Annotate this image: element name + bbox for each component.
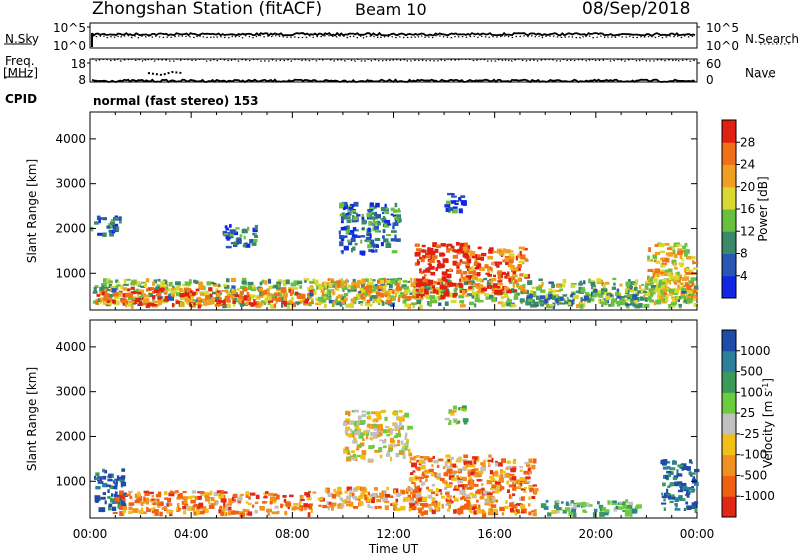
velocity-colorbar-cell bbox=[722, 392, 736, 414]
frequency-right-tick-bottom: 0 bbox=[706, 73, 714, 87]
velocity-panel-ytick-label: 2000 bbox=[55, 429, 86, 443]
velocity-panel-frame bbox=[89, 319, 698, 519]
velocity-colorbar-tick: -100 bbox=[740, 448, 767, 462]
velocity-panel-echo-field bbox=[94, 405, 700, 518]
power-colorbar-cell bbox=[722, 186, 736, 210]
noise-right-tick-bottom: 10^0 bbox=[706, 39, 739, 53]
power-colorbar-tick: 20 bbox=[740, 180, 755, 194]
power-colorbar-tick: 4 bbox=[740, 269, 748, 283]
power-colorbar-cell bbox=[722, 120, 736, 143]
power-colorbar-tick: 16 bbox=[740, 202, 755, 216]
time-tick-label: 20:00 bbox=[579, 527, 614, 541]
power-colorbar-tick: 28 bbox=[740, 135, 755, 149]
velocity-colorbar-label: Velocity [m s-1] bbox=[761, 378, 776, 468]
frequency-series-nave bbox=[92, 58, 695, 63]
noise-left-tick-top: 10^5 bbox=[53, 21, 86, 35]
station-title: Zhongshan Station (fitACF) bbox=[92, 0, 323, 19]
velocity-colorbar-tick: -25 bbox=[740, 427, 760, 441]
power-colorbar-cell bbox=[722, 253, 736, 277]
velocity-colorbar-cell bbox=[722, 475, 736, 497]
velocity-panel-ytick-label: 4000 bbox=[55, 340, 86, 354]
nsky-label: N.Sky bbox=[5, 32, 40, 46]
mode-label: normal (fast stereo) 153 bbox=[93, 94, 259, 108]
time-tick-label: 08:00 bbox=[275, 527, 310, 541]
power-colorbar-tick: 8 bbox=[740, 247, 748, 261]
velocity-colorbar-tick: -1000 bbox=[740, 489, 775, 503]
velocity-colorbar-cell bbox=[722, 371, 736, 393]
frequency-frame bbox=[89, 58, 698, 83]
velocity-panel-ytick-label: 1000 bbox=[55, 474, 86, 488]
power-panel-ytick-label: 3000 bbox=[55, 177, 86, 191]
noise-frame bbox=[89, 22, 698, 49]
velocity-colorbar-cell bbox=[722, 350, 736, 373]
power-colorbar-cell bbox=[722, 142, 736, 165]
power-colorbar-cell bbox=[722, 209, 736, 232]
time-tick-label: 00:00 bbox=[73, 527, 108, 541]
frequency-series-freq bbox=[91, 78, 696, 84]
time-axis-label: Time UT bbox=[368, 542, 419, 554]
velocity-panel-ytick-label: 3000 bbox=[55, 385, 86, 399]
power-colorbar-cell bbox=[722, 164, 736, 188]
time-tick-label: 04:00 bbox=[174, 527, 209, 541]
power-colorbar-label: Power [dB] bbox=[756, 176, 770, 241]
time-tick-label: 00:00 bbox=[680, 527, 715, 541]
nsearch-label: N.Search bbox=[745, 32, 800, 46]
noise-series-nsky bbox=[91, 31, 696, 37]
power-colorbar-cell bbox=[722, 231, 736, 254]
velocity-colorbar-tick: 25 bbox=[740, 406, 755, 420]
beam-label: Beam 10 bbox=[355, 0, 427, 19]
power-colorbar-cell bbox=[722, 275, 736, 299]
power-colorbar-tick: 24 bbox=[740, 158, 755, 172]
velocity-colorbar-cell bbox=[722, 330, 736, 352]
power-panel-echo-field bbox=[90, 192, 699, 310]
time-tick-label: 12:00 bbox=[376, 527, 411, 541]
velocity-colorbar-cell bbox=[722, 413, 736, 435]
time-tick-label: 16:00 bbox=[477, 527, 512, 541]
power-panel-ylabel: Slant Range [km] bbox=[25, 159, 39, 263]
date-label: 08/Sep/2018 bbox=[582, 0, 691, 19]
freq-label: Freq. bbox=[5, 54, 35, 68]
velocity-colorbar-frame bbox=[721, 329, 737, 518]
velocity-colorbar-tick: 100 bbox=[740, 385, 763, 399]
cpid-label: CPID bbox=[5, 92, 38, 106]
power-panel-ytick-label: 4000 bbox=[55, 132, 86, 146]
frequency-right-tick-top: 60 bbox=[706, 57, 721, 71]
velocity-colorbar-tick: 500 bbox=[740, 365, 763, 379]
power-colorbar-tick: 12 bbox=[740, 224, 755, 238]
velocity-colorbar-tick: 1000 bbox=[740, 344, 771, 358]
velocity-panel-ylabel: Slant Range [km] bbox=[25, 367, 39, 471]
noise-right-tick-top: 10^5 bbox=[706, 21, 739, 35]
frequency-left-tick-top: 18 bbox=[71, 57, 86, 71]
frequency-dip-segment bbox=[147, 70, 183, 77]
velocity-colorbar-cell bbox=[722, 454, 736, 476]
velocity-colorbar-cell bbox=[722, 433, 736, 456]
frequency-left-tick-bottom: 8 bbox=[78, 73, 86, 87]
velocity-colorbar-cell bbox=[722, 496, 736, 518]
velocity-colorbar-tick: -500 bbox=[740, 468, 767, 482]
power-panel-ytick-label: 1000 bbox=[55, 266, 86, 280]
noise-left-tick-bottom: 10^0 bbox=[53, 39, 86, 53]
power-panel-ytick-label: 2000 bbox=[55, 221, 86, 235]
